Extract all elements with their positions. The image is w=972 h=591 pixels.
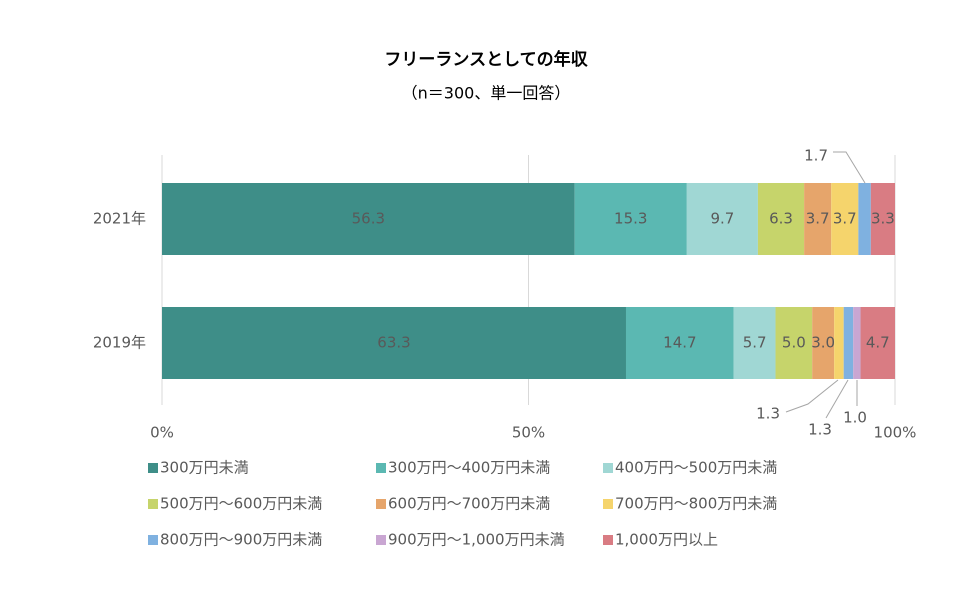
legend-swatch [376, 535, 386, 545]
bar-segment [775, 307, 813, 379]
bar-segment [843, 307, 854, 379]
legend-label: 300万円未満 [160, 459, 249, 477]
bar-segment [162, 183, 575, 255]
bar-segment [757, 183, 805, 255]
bar-segment [831, 183, 859, 255]
bar-segment [686, 183, 758, 255]
legend-swatch [148, 463, 158, 473]
data-label: 3.7 [806, 210, 830, 228]
leader-line [785, 379, 839, 413]
chart-title: フリーランスとしての年収 [384, 49, 588, 70]
data-label: 5.0 [782, 334, 806, 352]
legend-label: 700万円～800万円未満 [615, 495, 777, 513]
y-tick-label: 2019年 [93, 334, 146, 352]
chart-subtitle: （n＝300、単一回答） [402, 84, 571, 103]
data-label: 1.0 [843, 409, 867, 427]
legend-label: 300万円～400万円未満 [388, 459, 550, 477]
bar-segment [625, 307, 734, 379]
legend-label: 900万円～1,000万円未満 [388, 531, 565, 549]
bar-segment [858, 183, 871, 255]
data-label: 6.3 [769, 210, 793, 228]
bar-segment [870, 183, 895, 255]
data-label: 5.7 [743, 334, 767, 352]
bar-segment [812, 307, 835, 379]
bar-segment [574, 183, 687, 255]
legend-label: 600万円～700万円未満 [388, 495, 550, 513]
legend-swatch [376, 463, 386, 473]
legend-swatch [603, 535, 613, 545]
legend-label: 500万円～600万円未満 [160, 495, 322, 513]
data-label: 63.3 [377, 334, 410, 352]
data-label: 14.7 [663, 334, 696, 352]
legend-swatch [603, 499, 613, 509]
bar-segment [860, 307, 895, 379]
leader-line [825, 379, 849, 419]
data-label: 3.7 [833, 210, 857, 228]
data-label: 56.3 [352, 210, 385, 228]
bar-segment [834, 307, 844, 379]
data-label: 1.7 [804, 147, 828, 165]
x-tick-label: 100% [874, 424, 917, 442]
legend-swatch [148, 535, 158, 545]
data-label: 1.3 [756, 405, 780, 423]
data-label: 15.3 [614, 210, 647, 228]
legend-swatch [603, 463, 613, 473]
legend-label: 400万円～500万円未満 [615, 459, 777, 477]
data-label: 1.3 [808, 421, 832, 439]
x-tick-label: 50% [512, 424, 545, 442]
bar-segment [162, 307, 626, 379]
bar-segment [804, 183, 832, 255]
legend-swatch [148, 499, 158, 509]
data-label: 4.7 [866, 334, 890, 352]
data-label: 3.3 [871, 210, 895, 228]
x-tick-label: 0% [150, 424, 174, 442]
leader-line [833, 151, 866, 184]
data-label: 9.7 [710, 210, 734, 228]
legend-label: 800万円～900万円未満 [160, 531, 322, 549]
bar-segment [853, 307, 861, 379]
bar-segment [733, 307, 776, 379]
data-label: 3.0 [811, 334, 835, 352]
y-tick-label: 2021年 [93, 210, 146, 228]
legend-swatch [376, 499, 386, 509]
legend-label: 1,000万円以上 [615, 531, 718, 549]
